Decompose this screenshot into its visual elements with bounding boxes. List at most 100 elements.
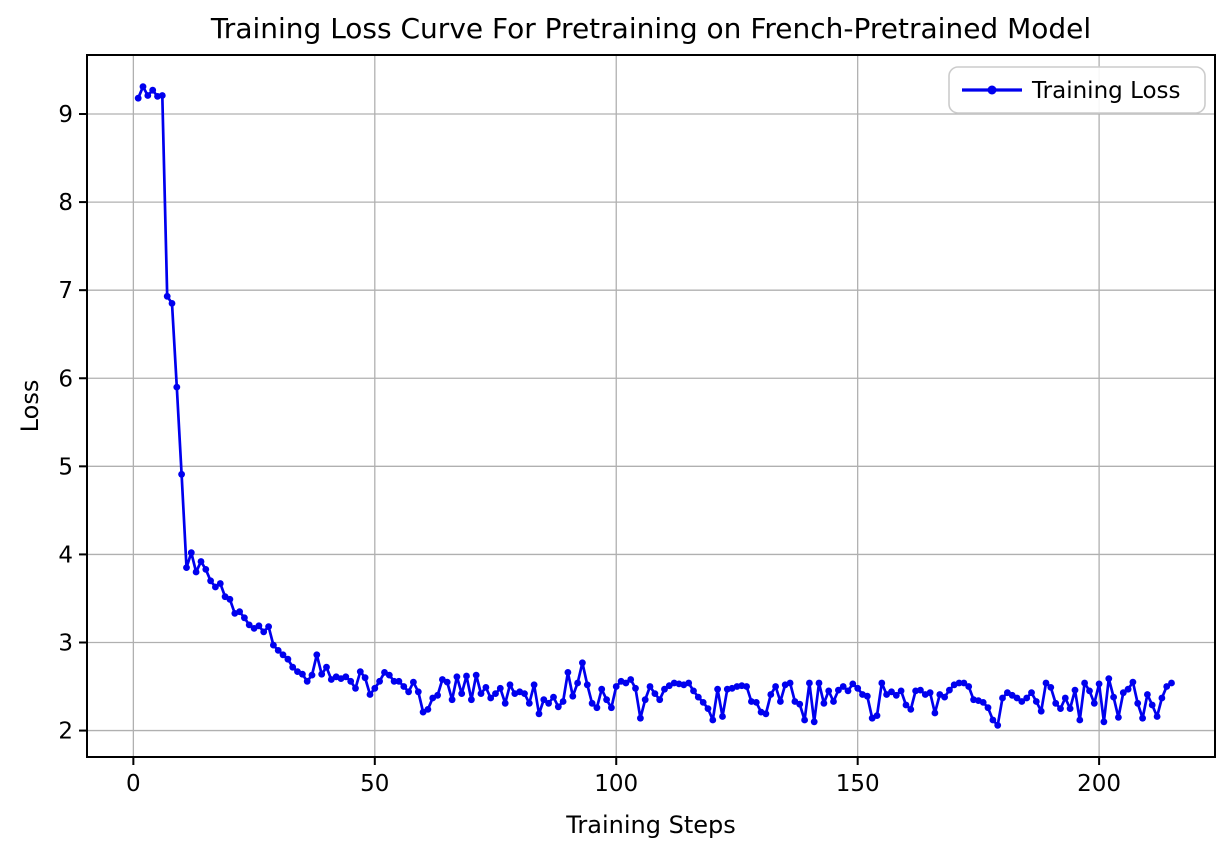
data-point-marker	[1110, 693, 1117, 701]
data-point-marker	[299, 670, 306, 678]
data-point-marker	[1095, 680, 1103, 688]
data-point-marker	[1163, 683, 1171, 690]
data-point-marker	[1129, 678, 1137, 686]
data-point-marker	[236, 608, 244, 616]
training-loss-markers	[134, 83, 1175, 729]
data-point-marker	[704, 705, 712, 712]
data-point-marker	[752, 699, 760, 706]
data-point-marker	[400, 683, 408, 690]
data-point-marker	[468, 696, 475, 704]
data-point-marker	[622, 679, 630, 687]
data-point-marker	[762, 710, 770, 718]
data-point-marker	[1057, 705, 1064, 712]
data-point-marker	[352, 684, 359, 692]
data-point-marker	[270, 641, 277, 649]
data-point-marker	[743, 683, 750, 690]
data-point-marker	[376, 677, 383, 685]
data-point-marker	[603, 696, 610, 704]
data-point-marker	[1168, 679, 1175, 687]
data-point-marker	[1047, 684, 1055, 691]
data-point-marker	[979, 699, 987, 706]
data-point-marker	[801, 716, 808, 724]
data-point-marker	[347, 677, 355, 685]
data-point-marker	[1153, 713, 1161, 720]
data-point-marker	[216, 580, 224, 587]
data-point-marker	[588, 699, 596, 707]
data-point-marker	[424, 706, 432, 713]
data-point-marker	[178, 470, 186, 478]
data-point-marker	[999, 694, 1006, 702]
data-point-marker	[1105, 675, 1113, 682]
data-point-marker	[323, 663, 330, 671]
data-point-marker	[443, 678, 451, 686]
data-point-marker	[202, 566, 210, 573]
data-point-marker	[559, 698, 567, 705]
x-tick-label: 150	[836, 771, 880, 797]
data-point-marker	[525, 699, 533, 707]
data-point-marker	[965, 683, 973, 690]
data-point-marker	[946, 686, 953, 694]
data-point-marker	[1139, 714, 1146, 722]
grid-layer	[87, 55, 1215, 757]
data-point-marker	[1144, 691, 1151, 698]
data-point-marker	[356, 668, 364, 675]
data-point-marker	[1115, 714, 1122, 721]
data-point-marker	[960, 679, 968, 687]
data-point-marker	[453, 673, 461, 681]
data-point-marker	[835, 686, 842, 694]
data-point-marker	[844, 687, 852, 695]
data-point-marker	[1018, 698, 1026, 705]
data-point-marker	[1134, 699, 1142, 707]
x-tick-label: 50	[360, 771, 389, 797]
data-point-marker	[342, 673, 350, 681]
data-point-marker	[878, 679, 886, 687]
data-point-marker	[786, 679, 794, 687]
data-point-marker	[371, 684, 379, 692]
y-tick-label: 6	[58, 366, 73, 392]
data-point-marker	[593, 704, 601, 712]
data-point-marker	[984, 704, 992, 712]
data-point-marker	[825, 687, 833, 695]
data-point-marker	[212, 583, 219, 591]
y-tick-label: 4	[58, 542, 73, 568]
data-point-marker	[521, 690, 528, 697]
tick-layer: 0 50 100 150 200 2 3 4 5 6 7 8 9	[58, 102, 1121, 797]
data-point-marker	[1066, 705, 1074, 712]
data-point-marker	[183, 564, 190, 571]
axes-spines	[86, 54, 1216, 758]
data-point-marker	[1124, 685, 1132, 693]
plot-background	[87, 55, 1215, 757]
data-point-marker	[482, 684, 490, 691]
data-point-marker	[1148, 701, 1156, 709]
data-point-marker	[187, 549, 195, 557]
data-point-marker	[289, 663, 297, 671]
legend-marker	[987, 85, 997, 95]
legend-box	[948, 66, 1206, 114]
y-axis-label: Loss	[16, 380, 44, 433]
data-point-marker	[777, 698, 784, 705]
y-tick-label: 8	[58, 190, 73, 216]
data-point-marker	[709, 716, 717, 724]
data-point-marker	[1032, 698, 1040, 705]
data-point-marker	[241, 614, 248, 622]
chart-title: Training Loss Curve For Pretraining on F…	[210, 12, 1091, 45]
data-point-marker	[637, 714, 644, 722]
data-point-marker	[458, 690, 466, 697]
data-point-marker	[434, 691, 441, 699]
data-point-marker	[163, 292, 171, 300]
data-point-marker	[873, 712, 881, 719]
data-point-marker	[284, 655, 292, 663]
data-point-marker	[260, 628, 268, 636]
data-point-marker	[318, 670, 326, 678]
data-point-marker	[931, 709, 939, 717]
data-point-marker	[1081, 679, 1088, 687]
data-point-marker	[564, 669, 572, 676]
data-point-marker	[1023, 694, 1031, 702]
data-point-marker	[888, 688, 895, 696]
data-point-marker	[656, 696, 664, 704]
data-point-marker	[361, 674, 369, 682]
data-point-marker	[1028, 689, 1035, 697]
data-point-marker	[448, 696, 456, 704]
data-point-marker	[1158, 694, 1166, 702]
data-point-marker	[1076, 716, 1084, 724]
